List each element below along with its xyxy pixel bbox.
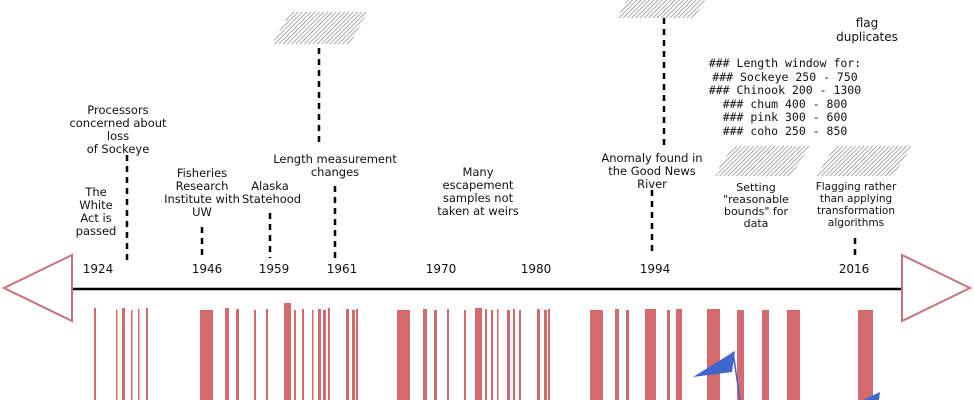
hatched-shape (272, 12, 368, 44)
bar (737, 310, 744, 400)
bar (537, 309, 540, 400)
code-line: ### Sockeye 250 - 750 (712, 69, 858, 84)
flag-icon (863, 392, 880, 400)
bar (676, 309, 682, 400)
bar (615, 309, 619, 400)
flag-pole (732, 351, 741, 400)
bar (323, 310, 326, 400)
bar (318, 309, 321, 400)
bar (447, 309, 449, 400)
bar (346, 309, 349, 400)
bar (464, 310, 466, 400)
bar (475, 308, 482, 400)
bar (312, 310, 314, 400)
event-label-processors: Processors concerned about loss of Socke… (69, 103, 167, 156)
year-label: 1980 (520, 262, 552, 276)
bar (302, 309, 304, 400)
code-line: ### pink 300 - 600 (722, 110, 848, 124)
bar (548, 309, 550, 400)
bar (434, 310, 437, 400)
bar (356, 309, 358, 400)
event-label-anomaly: Anomaly found in the Good News River (601, 151, 703, 191)
bar (507, 310, 510, 400)
bar (423, 309, 427, 400)
data-bars (94, 303, 873, 400)
event-label-white-act: The White Act is passed (75, 185, 117, 238)
bar (94, 308, 96, 400)
bar (122, 308, 125, 400)
year-label: 1970 (425, 262, 457, 276)
event-label-alaska-statehood: Alaska Statehood (242, 179, 302, 206)
bar (266, 309, 268, 400)
bar (645, 309, 656, 400)
length-window-block: ### Length window for: ### Sockeye 250 -… (705, 56, 865, 138)
year-label: 2016 (838, 262, 870, 276)
bar (131, 310, 133, 400)
bar (491, 310, 493, 400)
bar (519, 310, 521, 400)
event-label-escapement: Many escapement samples not taken at wei… (437, 165, 519, 218)
year-label: 1961 (326, 262, 358, 276)
year-label: 1994 (639, 262, 671, 276)
bar (352, 310, 355, 400)
bar (138, 309, 140, 400)
bar (284, 303, 291, 400)
left-arrowhead (1, 253, 73, 323)
year-label: 1959 (258, 262, 290, 276)
event-label-flag-duplicates: flag duplicates (836, 16, 898, 44)
bar (544, 310, 547, 400)
bar (116, 310, 118, 400)
bar (762, 310, 769, 400)
bar (787, 310, 800, 400)
bar (328, 308, 330, 400)
bar (397, 310, 410, 400)
bar (146, 308, 148, 400)
flag-icon (693, 351, 735, 377)
code-line: ### Chinook 200 - 1300 (708, 83, 862, 97)
event-label-length-measurement: Length measurement changes (273, 152, 397, 179)
event-label-fisheries-institute: Fisheries Research Institute with UW (164, 166, 240, 219)
bar (667, 310, 670, 400)
year-label: 1946 (191, 262, 223, 276)
event-label-reasonable-bounds: Setting "reasonable bounds" for data (723, 181, 789, 230)
hatched-shape (816, 146, 912, 176)
year-label: 1924 (82, 262, 114, 276)
bar (294, 310, 296, 400)
bar (497, 309, 499, 400)
bar (513, 309, 515, 400)
bar (236, 309, 239, 400)
bar (858, 310, 873, 400)
code-line: ### chum 400 - 800 (722, 96, 848, 111)
bar (707, 309, 720, 400)
event-label-flagging: Flagging rather than applying transforma… (815, 181, 897, 229)
bar (254, 310, 256, 400)
bar (590, 310, 603, 400)
code-line: ### coho 250 - 850 (722, 123, 848, 138)
bar (225, 308, 229, 400)
hatched-shape (714, 146, 810, 176)
bar (626, 310, 629, 400)
code-line: ### Length window for: (708, 56, 862, 70)
bar (485, 309, 487, 400)
bar (200, 310, 213, 400)
hatched-shape (617, 0, 705, 18)
right-arrowhead (901, 253, 973, 323)
